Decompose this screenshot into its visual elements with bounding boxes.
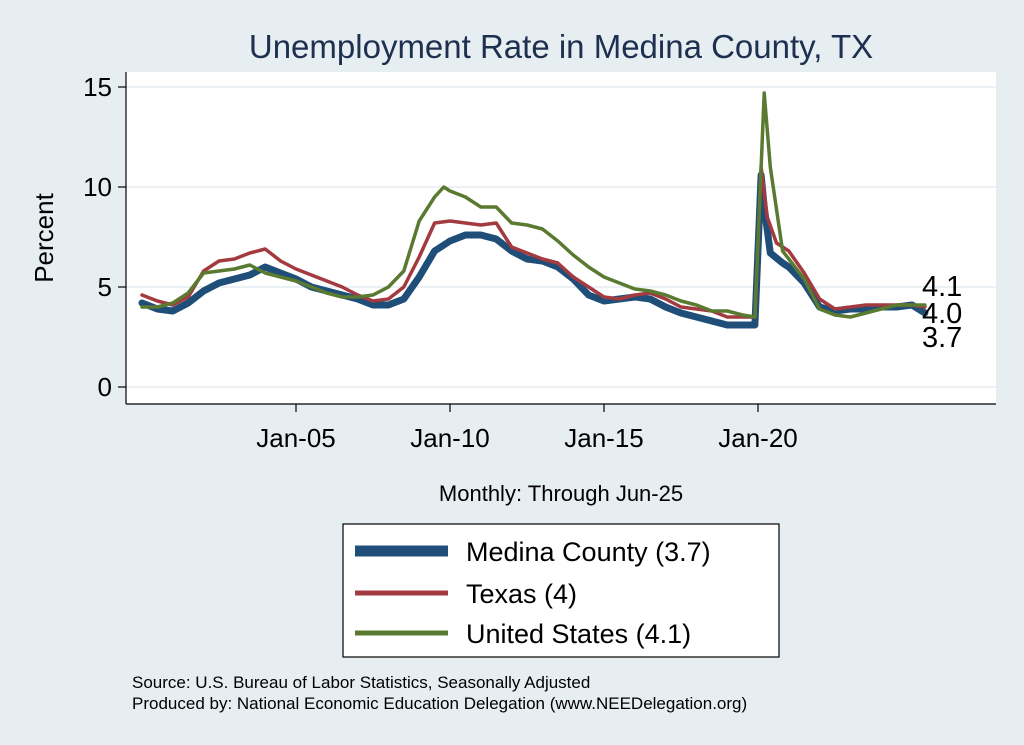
y-tick-label: 10 — [83, 172, 112, 202]
legend-label: United States (4.1) — [466, 619, 691, 649]
legend: Medina County (3.7) Texas (4) United State… — [342, 523, 780, 658]
x-ticks: Jan-05 Jan-10 Jan-15 Jan-20 — [256, 404, 798, 453]
x-tick-label: Jan-20 — [718, 423, 798, 453]
series-end-label: 4.0 — [922, 298, 962, 330]
series-end-label: 3.7 — [922, 322, 962, 354]
x-tick-label: Jan-15 — [564, 423, 644, 453]
y-tick-label: 0 — [98, 372, 112, 402]
x-tick-label: Jan-10 — [410, 423, 490, 453]
y-axis-label: Percent — [29, 192, 59, 282]
legend-label: Medina County (3.7) — [466, 537, 711, 567]
series-line — [138, 171, 929, 329]
x-tick-label: Jan-05 — [256, 423, 336, 453]
producer-note: Produced by: National Economic Education… — [132, 694, 747, 713]
y-tick-label: 5 — [98, 272, 112, 302]
plot-area — [126, 72, 996, 404]
y-tick-label: 15 — [83, 72, 112, 102]
x-axis-note: Monthly: Through Jun-25 — [439, 481, 683, 506]
series-lines — [138, 91, 929, 329]
grid-lines — [126, 86, 996, 388]
legend-label: Texas (4) — [466, 579, 577, 609]
source-note: Source: U.S. Bureau of Labor Statistics,… — [132, 673, 590, 692]
series-line — [140, 165, 927, 319]
series-end-label: 4.1 — [922, 271, 962, 303]
series-line — [140, 91, 927, 319]
chart-title: Unemployment Rate in Medina County, TX — [249, 28, 873, 65]
y-ticks: 0 5 10 15 — [83, 72, 126, 402]
end-labels: 3.74.04.1 — [922, 271, 962, 354]
